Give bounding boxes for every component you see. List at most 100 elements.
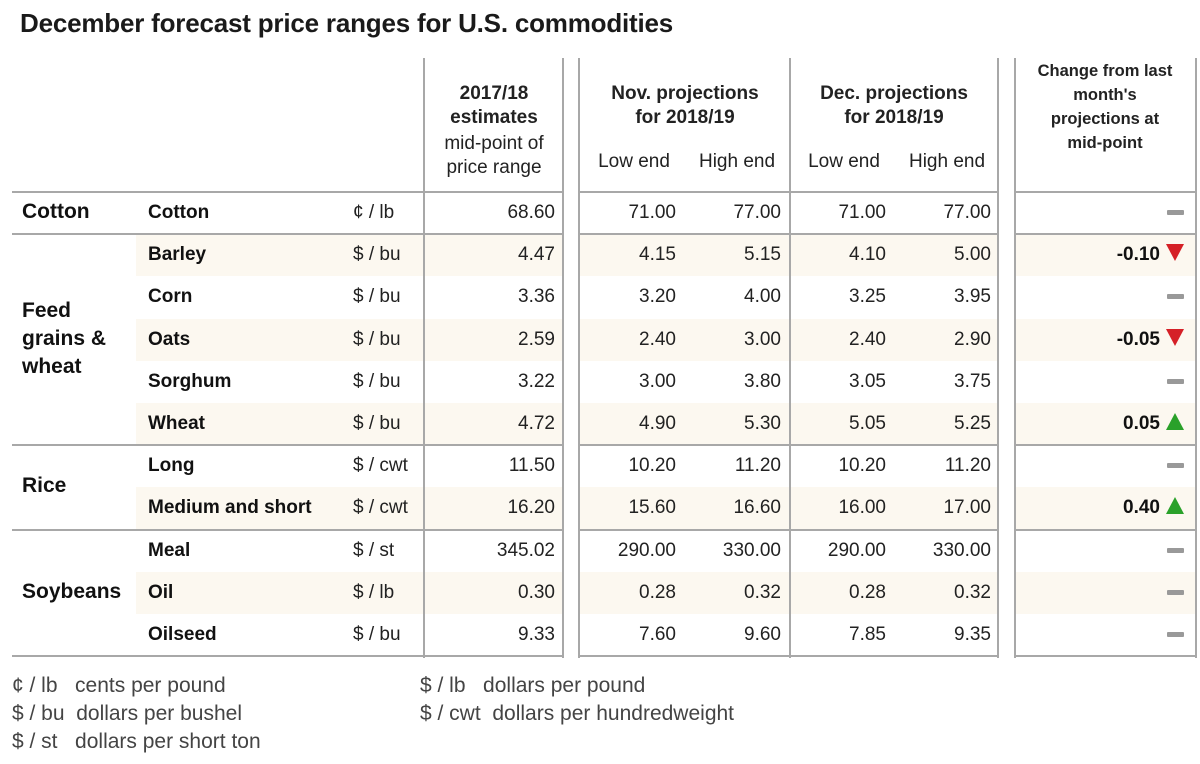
header-nov-high: High end — [698, 151, 776, 172]
rule-h-bottom-change — [1014, 655, 1197, 657]
nov-high-value: 5.15 — [744, 244, 781, 265]
legend-abbr: $ / bu — [12, 702, 65, 725]
legend-meaning: cents per pound — [75, 674, 226, 697]
rule-h-group-5-change — [1014, 444, 1197, 446]
legend-meaning: dollars per hundredweight — [492, 702, 735, 725]
change-value: 0.40 — [1123, 497, 1160, 518]
unit-label: $ / bu — [353, 329, 401, 350]
rule-h-bottom-proj — [578, 655, 999, 657]
dec-high-value: 330.00 — [932, 540, 991, 561]
nov-high-value: 11.20 — [734, 455, 781, 476]
change-cell: 0.40 — [1016, 487, 1184, 529]
unit-label: $ / lb — [353, 582, 395, 603]
commodity-name: Meal — [148, 540, 191, 561]
table-row-stripe-left — [136, 403, 423, 445]
estimate-value: 68.60 — [507, 202, 555, 223]
estimate-value: 345.02 — [496, 540, 555, 561]
nov-low-value: 4.15 — [639, 244, 676, 265]
estimate-value: 2.59 — [518, 329, 555, 350]
nov-low-value: 10.20 — [628, 455, 676, 476]
commodity-name: Oilseed — [148, 624, 217, 645]
table-row-stripe-nov — [580, 234, 789, 276]
header-estimates-sub-1: mid-point of — [444, 133, 544, 154]
dec-high-value: 77.00 — [943, 202, 991, 223]
change-cell — [1016, 530, 1184, 572]
estimate-value: 9.33 — [518, 624, 555, 645]
table-row-stripe-est — [425, 319, 562, 361]
dec-low-value: 7.85 — [849, 624, 886, 645]
dec-high-value: 0.32 — [954, 582, 991, 603]
rule-h-group-7-change — [1014, 529, 1197, 531]
legend-dollars-lb: $ / lb dollars per pound — [420, 672, 645, 700]
legend-abbr: ¢ / lb — [12, 674, 58, 697]
dec-low-value: 4.10 — [849, 244, 886, 265]
change-value: -0.10 — [1116, 244, 1160, 265]
nov-low-value: 4.90 — [639, 413, 676, 434]
nov-high-value: 5.30 — [744, 413, 781, 434]
unchanged-dash-icon — [1167, 548, 1184, 554]
commodity-name: Oil — [148, 582, 174, 603]
rule-h-group-5-proj — [578, 444, 999, 446]
table-row-stripe-left — [136, 572, 423, 614]
header-nov-low: Low end — [598, 151, 670, 172]
dec-high-value: 5.25 — [954, 413, 991, 434]
table-row-stripe-change — [1016, 487, 1195, 529]
change-cell — [1016, 445, 1184, 487]
commodity-name: Barley — [148, 244, 207, 265]
legend-abbr: $ / cwt — [420, 702, 481, 725]
change-value: -0.05 — [1116, 329, 1160, 350]
commodity-name: Medium and short — [148, 497, 312, 518]
rule-v-change-left — [1014, 58, 1016, 658]
nov-low-value: 3.00 — [639, 371, 676, 392]
nov-high-value: 16.60 — [733, 497, 781, 518]
unit-label: $ / bu — [353, 371, 401, 392]
unit-label: $ / cwt — [353, 455, 408, 476]
dec-low-value: 0.28 — [849, 582, 886, 603]
commodity-name: Corn — [148, 286, 193, 307]
change-cell — [1016, 614, 1184, 656]
change-cell — [1016, 572, 1184, 614]
nov-low-value: 71.00 — [628, 202, 676, 223]
change-cell: -0.10 — [1016, 234, 1184, 276]
nov-high-value: 9.60 — [744, 624, 781, 645]
header-dec-title-1: Dec. projections — [820, 83, 968, 104]
unit-label: $ / bu — [353, 244, 401, 265]
unit-label: $ / cwt — [353, 497, 408, 518]
change-value: 0.05 — [1123, 413, 1160, 434]
category-feed-line-2: grains & — [22, 327, 107, 350]
table-row-stripe-nov — [580, 572, 789, 614]
category-feed-line-1: Feed — [22, 299, 72, 322]
header-nov-projections: Nov. projections for 2018/19 — [580, 82, 790, 130]
dec-low-value: 3.05 — [849, 371, 886, 392]
estimate-value: 11.50 — [508, 455, 555, 476]
nov-low-value: 290.00 — [617, 540, 676, 561]
dec-high-value: 5.00 — [954, 244, 991, 265]
change-cell — [1016, 192, 1184, 234]
table-row-stripe-change — [1016, 319, 1195, 361]
change-cell — [1016, 361, 1184, 403]
rule-h-group-0-left — [12, 233, 564, 235]
category-feed-line-3: wheat — [22, 355, 82, 378]
table-row-stripe-nov — [580, 319, 789, 361]
rule-v-proj-right — [997, 58, 999, 658]
unchanged-dash-icon — [1167, 590, 1184, 596]
nov-high-value: 3.80 — [744, 371, 781, 392]
unchanged-dash-icon — [1167, 632, 1184, 638]
rule-h-group-0-change — [1014, 233, 1197, 235]
dec-low-value: 71.00 — [838, 202, 886, 223]
nov-high-value: 3.00 — [744, 329, 781, 350]
legend-abbr: $ / lb — [420, 674, 466, 697]
legend-meaning: dollars per pound — [483, 674, 646, 697]
dec-high-value: 17.00 — [943, 497, 991, 518]
category-feed-grains-wheat: Feed grains & wheat — [22, 297, 106, 381]
legend-dollars-bu: $ / bu dollars per bushel — [12, 700, 242, 728]
unit-label: ¢ / lb — [353, 202, 395, 223]
commodity-name: Wheat — [148, 413, 205, 434]
table-row-stripe-dec — [791, 319, 997, 361]
commodity-name: Oats — [148, 329, 191, 350]
header-change: Change from last month's projections at … — [1015, 59, 1195, 155]
table-row-stripe-est — [425, 572, 562, 614]
header-change-3: projections at — [1050, 110, 1160, 128]
table-row-stripe-nov — [580, 487, 789, 529]
nov-high-value: 4.00 — [744, 286, 781, 307]
